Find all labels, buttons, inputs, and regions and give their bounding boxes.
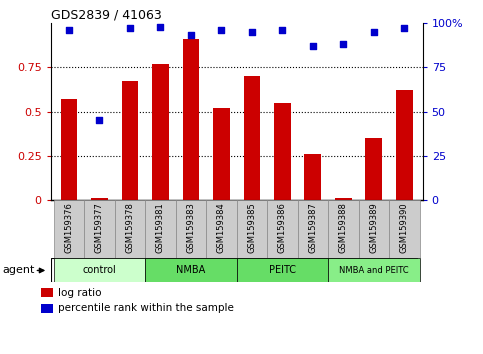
Bar [122, 81, 138, 200]
Point [126, 25, 134, 31]
Point [309, 43, 317, 49]
Bar [41, 304, 53, 313]
Text: GSM159386: GSM159386 [278, 202, 287, 253]
Point [156, 24, 164, 29]
Point [187, 33, 195, 38]
Bar [91, 198, 108, 200]
Point [217, 27, 225, 33]
Bar [213, 108, 230, 200]
Bar [145, 200, 176, 258]
Bar [176, 200, 206, 258]
Text: GSM159385: GSM159385 [247, 202, 256, 253]
Bar [335, 198, 352, 200]
Text: GDS2839 / 41063: GDS2839 / 41063 [51, 9, 161, 22]
Point [96, 118, 103, 123]
Bar [237, 258, 328, 282]
Bar [389, 200, 420, 258]
Bar [115, 200, 145, 258]
Point [340, 41, 347, 47]
Bar [328, 258, 420, 282]
Text: GSM159381: GSM159381 [156, 202, 165, 253]
Bar [304, 154, 321, 200]
Bar [183, 39, 199, 200]
Text: GSM159383: GSM159383 [186, 202, 196, 253]
Text: GSM159376: GSM159376 [65, 202, 73, 253]
Text: PEITC: PEITC [269, 266, 296, 275]
Text: GSM159390: GSM159390 [400, 202, 409, 253]
Bar [61, 99, 77, 200]
Bar [54, 258, 145, 282]
Bar [396, 90, 412, 200]
Point [370, 29, 378, 35]
Point [248, 29, 256, 35]
Point [279, 27, 286, 33]
Text: GSM159387: GSM159387 [308, 202, 317, 253]
Bar [274, 103, 291, 200]
Bar [206, 200, 237, 258]
Bar [298, 200, 328, 258]
Bar [366, 138, 382, 200]
Text: GSM159384: GSM159384 [217, 202, 226, 253]
Bar [267, 200, 298, 258]
Text: NMBA: NMBA [176, 266, 206, 275]
Text: log ratio: log ratio [58, 287, 102, 298]
Bar [41, 288, 53, 297]
Text: GSM159388: GSM159388 [339, 202, 348, 253]
Point [400, 25, 408, 31]
Bar [237, 200, 267, 258]
Bar [54, 200, 84, 258]
Text: NMBA and PEITC: NMBA and PEITC [339, 266, 409, 275]
Bar [328, 200, 358, 258]
Bar [358, 200, 389, 258]
Bar [152, 64, 169, 200]
Text: agent: agent [2, 266, 35, 275]
Text: GSM159378: GSM159378 [126, 202, 134, 253]
Text: percentile rank within the sample: percentile rank within the sample [58, 303, 234, 314]
Bar [243, 76, 260, 200]
Point [65, 27, 73, 33]
Text: GSM159389: GSM159389 [369, 202, 378, 253]
Bar [84, 200, 115, 258]
Bar [145, 258, 237, 282]
Text: GSM159377: GSM159377 [95, 202, 104, 253]
Text: control: control [83, 266, 116, 275]
